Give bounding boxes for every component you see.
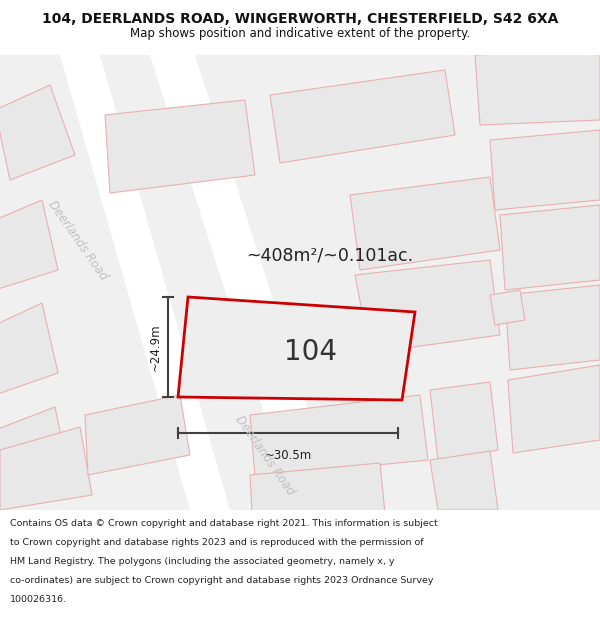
- Polygon shape: [0, 427, 92, 510]
- Polygon shape: [60, 55, 230, 510]
- Polygon shape: [350, 177, 500, 270]
- Polygon shape: [490, 290, 525, 325]
- Polygon shape: [150, 55, 340, 510]
- Polygon shape: [105, 100, 255, 193]
- Text: Deerlands Road: Deerlands Road: [46, 198, 110, 282]
- Polygon shape: [355, 260, 500, 353]
- Polygon shape: [0, 407, 70, 505]
- Polygon shape: [505, 285, 600, 370]
- Polygon shape: [0, 55, 600, 510]
- Polygon shape: [270, 70, 455, 163]
- Text: 104, DEERLANDS ROAD, WINGERWORTH, CHESTERFIELD, S42 6XA: 104, DEERLANDS ROAD, WINGERWORTH, CHESTE…: [42, 12, 558, 26]
- Text: ~24.9m: ~24.9m: [149, 323, 162, 371]
- Text: 100026316.: 100026316.: [10, 595, 67, 604]
- Polygon shape: [0, 85, 75, 180]
- Text: to Crown copyright and database rights 2023 and is reproduced with the permissio: to Crown copyright and database rights 2…: [10, 538, 424, 547]
- Polygon shape: [430, 451, 498, 510]
- Text: ~408m²/~0.101ac.: ~408m²/~0.101ac.: [247, 246, 413, 264]
- Polygon shape: [178, 297, 415, 400]
- Polygon shape: [508, 365, 600, 453]
- Polygon shape: [0, 303, 58, 395]
- Text: HM Land Registry. The polygons (including the associated geometry, namely x, y: HM Land Registry. The polygons (includin…: [10, 557, 395, 566]
- Polygon shape: [250, 463, 385, 513]
- Polygon shape: [250, 395, 428, 477]
- Polygon shape: [0, 200, 58, 290]
- Polygon shape: [490, 130, 600, 210]
- Polygon shape: [85, 395, 190, 475]
- Text: Map shows position and indicative extent of the property.: Map shows position and indicative extent…: [130, 27, 470, 39]
- Text: 104: 104: [284, 338, 337, 366]
- Text: Deerlands Road: Deerlands Road: [233, 413, 297, 497]
- Polygon shape: [500, 205, 600, 290]
- Polygon shape: [430, 382, 498, 460]
- Polygon shape: [475, 50, 600, 125]
- Text: Contains OS data © Crown copyright and database right 2021. This information is : Contains OS data © Crown copyright and d…: [10, 519, 438, 528]
- Text: co-ordinates) are subject to Crown copyright and database rights 2023 Ordnance S: co-ordinates) are subject to Crown copyr…: [10, 576, 434, 585]
- Text: ~30.5m: ~30.5m: [265, 449, 311, 462]
